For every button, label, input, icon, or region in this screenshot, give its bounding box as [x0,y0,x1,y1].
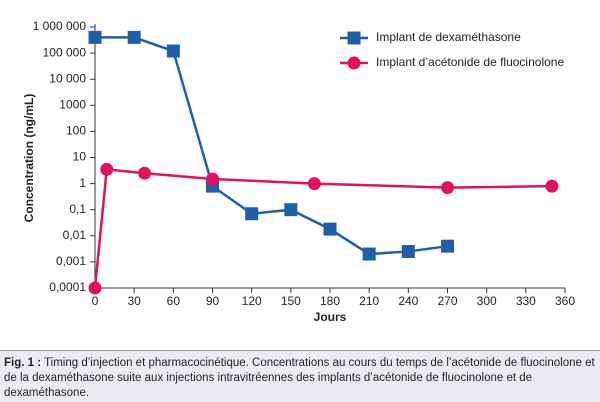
x-tick-label: 30 [127,294,141,308]
y-axis-label: Concentration (ng/mL) [22,94,36,223]
x-tick-label: 300 [477,294,497,308]
x-tick-label: 60 [167,294,181,308]
y-tick-label: 100 000 [43,45,87,59]
y-tick-label: 10 [73,150,87,164]
y-tick-label: 10 000 [49,71,86,85]
marker [401,245,415,259]
x-tick-label: 360 [555,294,575,308]
series-line [95,36,448,256]
marker [284,203,298,217]
caption: Fig. 1 : Timing d’injection et pharmacoc… [0,350,600,402]
x-axis-label: Jours [314,310,347,324]
x-tick-label: 240 [398,294,418,308]
marker [347,56,361,70]
y-tick-label: 1 [79,176,86,190]
x-tick-label: 150 [281,294,301,308]
marker [206,172,219,186]
y-tick-label: 1000 [59,97,86,111]
y-tick-label: 100 [66,124,86,138]
legend-label: Implant d’acétonide de fluocinolone [376,55,564,69]
x-tick-label: 180 [320,294,340,308]
marker [347,31,361,45]
marker [441,239,454,253]
marker [323,222,337,236]
x-tick-label: 270 [437,294,457,308]
x-tick-label: 0 [92,294,99,308]
marker [545,179,559,193]
y-tick-label: 0,0001 [49,280,86,294]
series-line [93,168,552,289]
x-tick-label: 210 [359,294,379,308]
marker [245,207,259,221]
y-tick-label: 1 000 000 [33,19,87,33]
y-tick-label: 0,1 [69,202,86,216]
marker [307,177,321,191]
marker [138,166,152,180]
caption-label: Fig. 1 : [4,357,42,369]
x-tick-label: 90 [206,294,220,308]
y-tick-label: 0,01 [63,228,87,242]
marker [166,44,180,58]
x-tick-label: 330 [516,294,536,308]
marker [100,162,114,176]
marker [88,281,102,295]
chart: Concentration (ng/mL) Jours 0,0001 0,001 0… [22,19,575,324]
y-tick-label: 0,001 [56,254,86,268]
caption-text: Timing d’injection et pharmacocinétique.… [4,357,595,399]
legend-label: Implant de dexaméthasone [376,30,521,44]
marker [441,181,454,195]
marker [127,30,141,44]
x-tick-label: 120 [242,294,262,308]
marker [362,247,376,261]
marker [88,30,102,44]
